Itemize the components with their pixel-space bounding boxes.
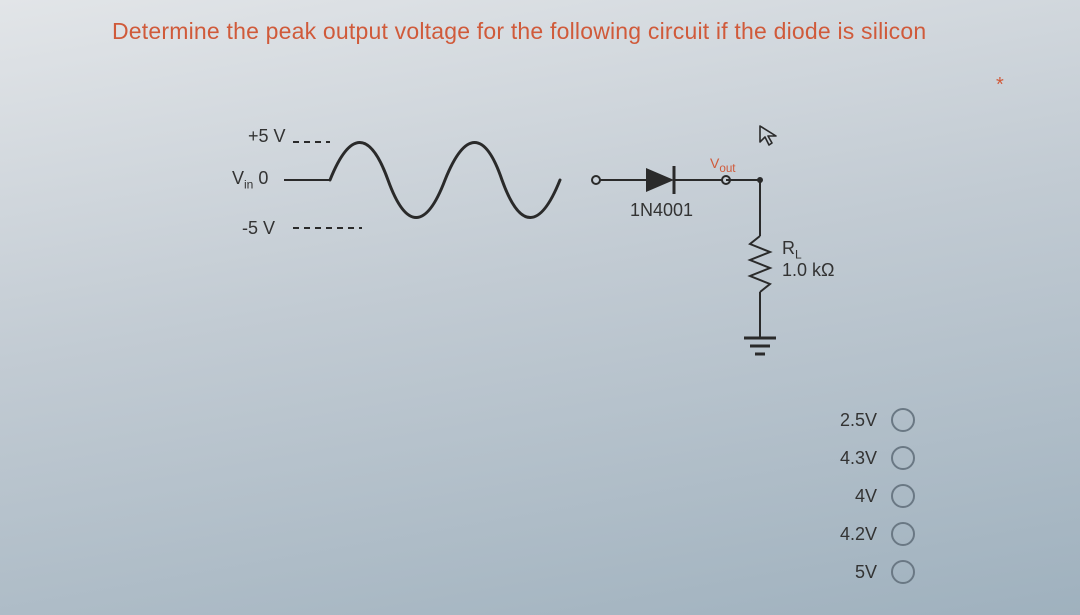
radio-icon [891, 560, 915, 584]
option-label: 4V [855, 486, 877, 507]
option-2-5v[interactable]: 2.5V [840, 408, 915, 432]
vin-prefix: V [232, 168, 244, 188]
circuit-figure: +5 V Vin 0 -5 V Vout 1N [260, 120, 900, 400]
radio-icon [891, 522, 915, 546]
vout-sub: out [719, 162, 735, 175]
option-label: 2.5V [840, 410, 877, 431]
diode-triangle [646, 168, 674, 192]
resistor-zigzag [750, 236, 770, 292]
radio-icon [891, 484, 915, 508]
resistor-label: RL [782, 238, 802, 262]
terminal-left [592, 176, 600, 184]
option-5v[interactable]: 5V [840, 560, 915, 584]
radio-icon [891, 446, 915, 470]
vin-sub: in [244, 178, 253, 192]
option-label: 5V [855, 562, 877, 583]
option-4-2v[interactable]: 4.2V [840, 522, 915, 546]
resistor-value: 1.0 kΩ [782, 260, 834, 281]
vout-label: Vout [710, 155, 736, 175]
question-text: Determine the peak output voltage for th… [112, 18, 926, 45]
cursor-icon [758, 124, 780, 146]
options-group: 2.5V 4.3V 4V 4.2V 5V [840, 408, 915, 584]
option-4-3v[interactable]: 4.3V [840, 446, 915, 470]
vout-prefix: V [710, 155, 719, 171]
diode-part-label: 1N4001 [630, 200, 693, 221]
option-4v[interactable]: 4V [840, 484, 915, 508]
option-label: 4.3V [840, 448, 877, 469]
radio-icon [891, 408, 915, 432]
option-label: 4.2V [840, 524, 877, 545]
sine-wave [330, 143, 560, 218]
required-asterisk: * [996, 74, 1004, 97]
rl-prefix: R [782, 238, 795, 258]
